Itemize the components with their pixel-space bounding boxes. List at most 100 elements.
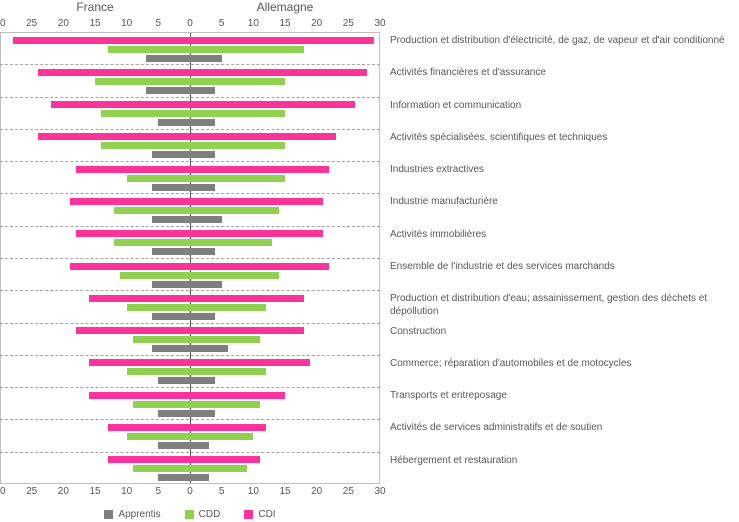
bar-cdi-france <box>70 263 190 270</box>
axis-tick: 5 <box>219 486 225 497</box>
bar-apprentis-allemagne <box>190 474 209 481</box>
data-row <box>0 453 380 485</box>
legend-swatch <box>185 510 194 519</box>
bar-cdd-allemagne <box>190 110 285 117</box>
row-label: Ensemble de l'industrie et des services … <box>390 258 733 290</box>
axis-tick: 25 <box>26 18 37 29</box>
bar-cdi-france <box>89 295 190 302</box>
bar-cdi-france <box>89 359 190 366</box>
axis-tick: 30 <box>0 486 6 497</box>
data-row <box>0 420 380 452</box>
right-country-title: Allemagne <box>257 0 314 14</box>
bar-apprentis-france <box>146 55 190 62</box>
row-label: Industrie manufacturière <box>390 193 733 225</box>
bar-apprentis-france <box>158 377 190 384</box>
diverging-bar-chart: France Allemagne 30 25 20 15 10 5 0 5 10 15 20 25 30… <box>0 0 739 522</box>
bar-cdd-france <box>127 175 190 182</box>
bar-apprentis-allemagne <box>190 216 222 223</box>
bar-cdi-france <box>108 424 190 431</box>
bar-cdi-france <box>89 392 190 399</box>
bar-apprentis-allemagne <box>190 184 215 191</box>
bar-cdd-france <box>114 207 190 214</box>
bar-cdd-france <box>133 465 190 472</box>
bar-cdi-france <box>76 230 190 237</box>
chart-header: France Allemagne <box>0 0 380 18</box>
bar-cdd-allemagne <box>190 142 285 149</box>
bar-cdi-allemagne <box>190 101 355 108</box>
bar-apprentis-allemagne <box>190 87 215 94</box>
axis-tick: 30 <box>374 18 385 29</box>
bar-cdd-france <box>108 46 190 53</box>
bar-cdi-france <box>51 101 190 108</box>
row-label: Industries extractives <box>390 161 733 193</box>
row-labels: Production et distribution d'électricité… <box>390 32 733 484</box>
bar-cdd-allemagne <box>190 336 260 343</box>
axis-tick: 20 <box>311 486 322 497</box>
bar-cdi-france <box>76 327 190 334</box>
row-label: Construction <box>390 323 733 355</box>
bar-cdi-allemagne <box>190 359 310 366</box>
axis-tick: 10 <box>248 18 259 29</box>
axis-tick: 25 <box>26 486 37 497</box>
axis-tick: 5 <box>156 18 162 29</box>
bar-apprentis-france <box>152 345 190 352</box>
bar-cdd-france <box>95 78 190 85</box>
axis-tick: 20 <box>58 486 69 497</box>
data-row <box>0 162 380 194</box>
row-label: Activités spécialisées, scientifiques et… <box>390 129 733 161</box>
axis-tick: 0 <box>187 486 193 497</box>
bar-cdd-france <box>127 433 190 440</box>
bar-apprentis-france <box>152 151 190 158</box>
axis-tick: 5 <box>219 18 225 29</box>
row-label: Production et distribution d'eau; assain… <box>390 290 733 322</box>
row-label: Activités immobilières <box>390 226 733 258</box>
axis-tick: 25 <box>343 18 354 29</box>
axis-tick: 10 <box>248 486 259 497</box>
axis-tick: 15 <box>89 486 100 497</box>
bar-cdd-allemagne <box>190 368 266 375</box>
legend-swatch <box>104 510 113 519</box>
row-label: Transports et entreposage <box>390 387 733 419</box>
data-row <box>0 33 380 65</box>
bar-cdi-allemagne <box>190 37 374 44</box>
data-row <box>0 227 380 259</box>
bar-cdd-allemagne <box>190 175 285 182</box>
bar-cdd-allemagne <box>190 433 253 440</box>
bar-apprentis-france <box>158 119 190 126</box>
bar-cdi-france <box>76 166 190 173</box>
bar-apprentis-france <box>152 184 190 191</box>
bar-apprentis-allemagne <box>190 442 209 449</box>
bar-cdi-allemagne <box>190 327 304 334</box>
legend-swatch <box>244 510 253 519</box>
bar-apprentis-france <box>158 474 190 481</box>
bar-cdd-allemagne <box>190 207 279 214</box>
axis-tick: 15 <box>279 18 290 29</box>
bar-apprentis-france <box>152 281 190 288</box>
axis-tick: 5 <box>156 486 162 497</box>
axis-tick: 30 <box>0 18 6 29</box>
axis-tick: 15 <box>89 18 100 29</box>
bar-apprentis-allemagne <box>190 119 215 126</box>
data-row <box>0 388 380 420</box>
bar-cdd-france <box>120 272 190 279</box>
bar-apprentis-allemagne <box>190 313 215 320</box>
bar-cdd-allemagne <box>190 401 260 408</box>
row-label: Production et distribution d'électricité… <box>390 32 733 64</box>
bar-cdi-allemagne <box>190 392 285 399</box>
data-row <box>0 65 380 97</box>
bar-cdi-allemagne <box>190 69 367 76</box>
bar-apprentis-allemagne <box>190 151 215 158</box>
legend-label: Apprentis <box>118 509 160 520</box>
axis-tick: 20 <box>311 18 322 29</box>
data-row <box>0 291 380 323</box>
legend-item-apprentis: Apprentis <box>104 509 160 520</box>
data-row <box>0 194 380 226</box>
axis-bottom: 30252015105051015202530 <box>0 486 380 500</box>
axis-tick: 0 <box>187 18 193 29</box>
bar-cdd-allemagne <box>190 78 285 85</box>
legend-item-cdi: CDI <box>244 509 275 520</box>
row-label: Activités financières et d'assurance <box>390 64 733 96</box>
axis-tick: 30 <box>374 486 385 497</box>
bar-cdd-allemagne <box>190 239 272 246</box>
bar-cdd-france <box>101 142 190 149</box>
